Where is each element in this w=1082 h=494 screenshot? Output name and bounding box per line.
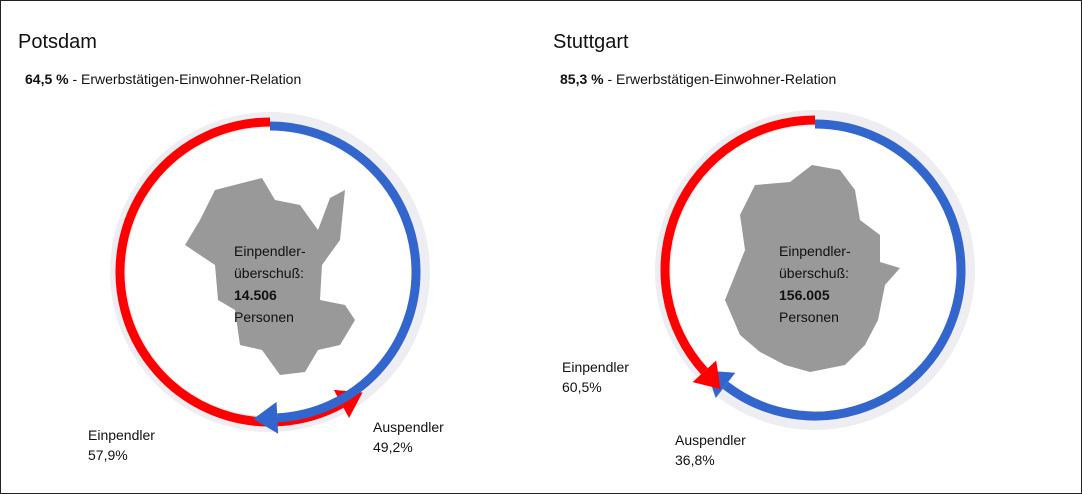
arrow-head: [253, 401, 279, 434]
flow-name: Auspendler: [675, 432, 746, 448]
surplus-unit: Personen: [234, 309, 294, 325]
surplus: 156.005: [779, 287, 830, 303]
center-text: überschuß:: [779, 265, 849, 281]
center-text: Einpendler-: [779, 243, 851, 259]
flow-name: Einpendler: [562, 359, 629, 375]
surplus-unit: Personen: [779, 309, 839, 325]
ratio-line: 64,5 % - Erwerbstätigen-Einwohner-Relati…: [25, 71, 301, 87]
flow-arc: [269, 121, 421, 423]
center-text: überschuß:: [234, 265, 304, 281]
center-text: Einpendler-: [234, 243, 306, 259]
flow-value: 57,9%: [88, 447, 128, 463]
chart-title: Stuttgart: [553, 31, 629, 53]
chart-title: Potsdam: [18, 31, 97, 53]
ratio-text: - Erwerbstätigen-Einwohner-Relation: [607, 71, 836, 87]
flow-value: 49,2%: [373, 439, 413, 455]
flow-name: Auspendler: [373, 419, 444, 435]
arrow-head: [692, 360, 721, 390]
flow-value: 36,8%: [675, 452, 715, 468]
ratio-text: - Erwerbstätigen-Einwohner-Relation: [72, 71, 301, 87]
ratio: 85,3 %: [560, 71, 604, 87]
city-map: [185, 178, 355, 375]
flow-name: Einpendler: [88, 427, 155, 443]
ratio-line: 85,3 % - Erwerbstätigen-Einwohner-Relati…: [560, 71, 836, 87]
surplus: 14.506: [234, 287, 277, 303]
flow-arc: [722, 119, 966, 421]
city-map: [725, 165, 900, 372]
flow-value: 60,5%: [562, 379, 602, 395]
ratio: 64,5 %: [25, 71, 69, 87]
flow-arc: [660, 115, 816, 375]
